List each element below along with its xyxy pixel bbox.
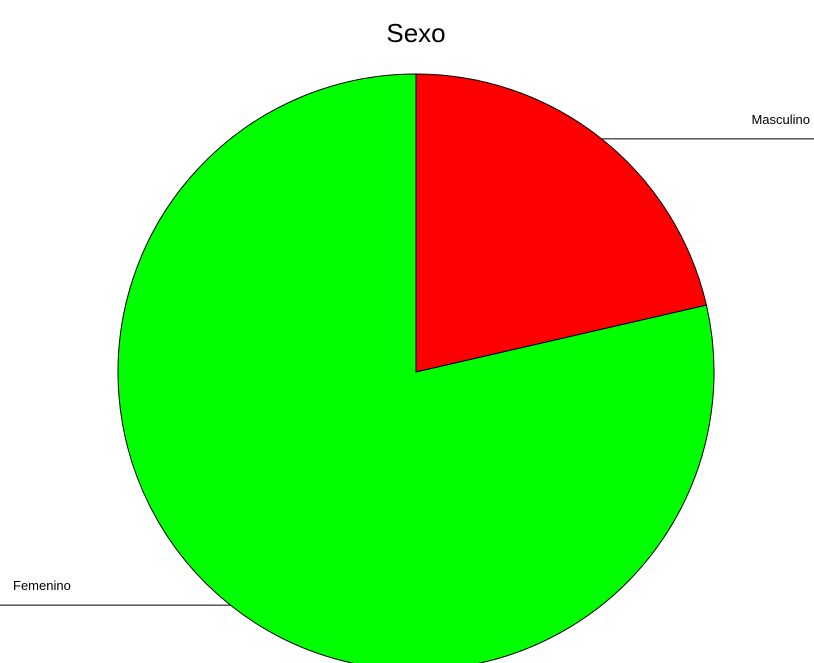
slice-label: Masculino [751, 112, 810, 127]
pie-slice [415, 73, 708, 373]
slice-label: Femenino [13, 578, 71, 593]
chart-title: Sexo [386, 18, 445, 48]
pie-slice [117, 73, 715, 663]
